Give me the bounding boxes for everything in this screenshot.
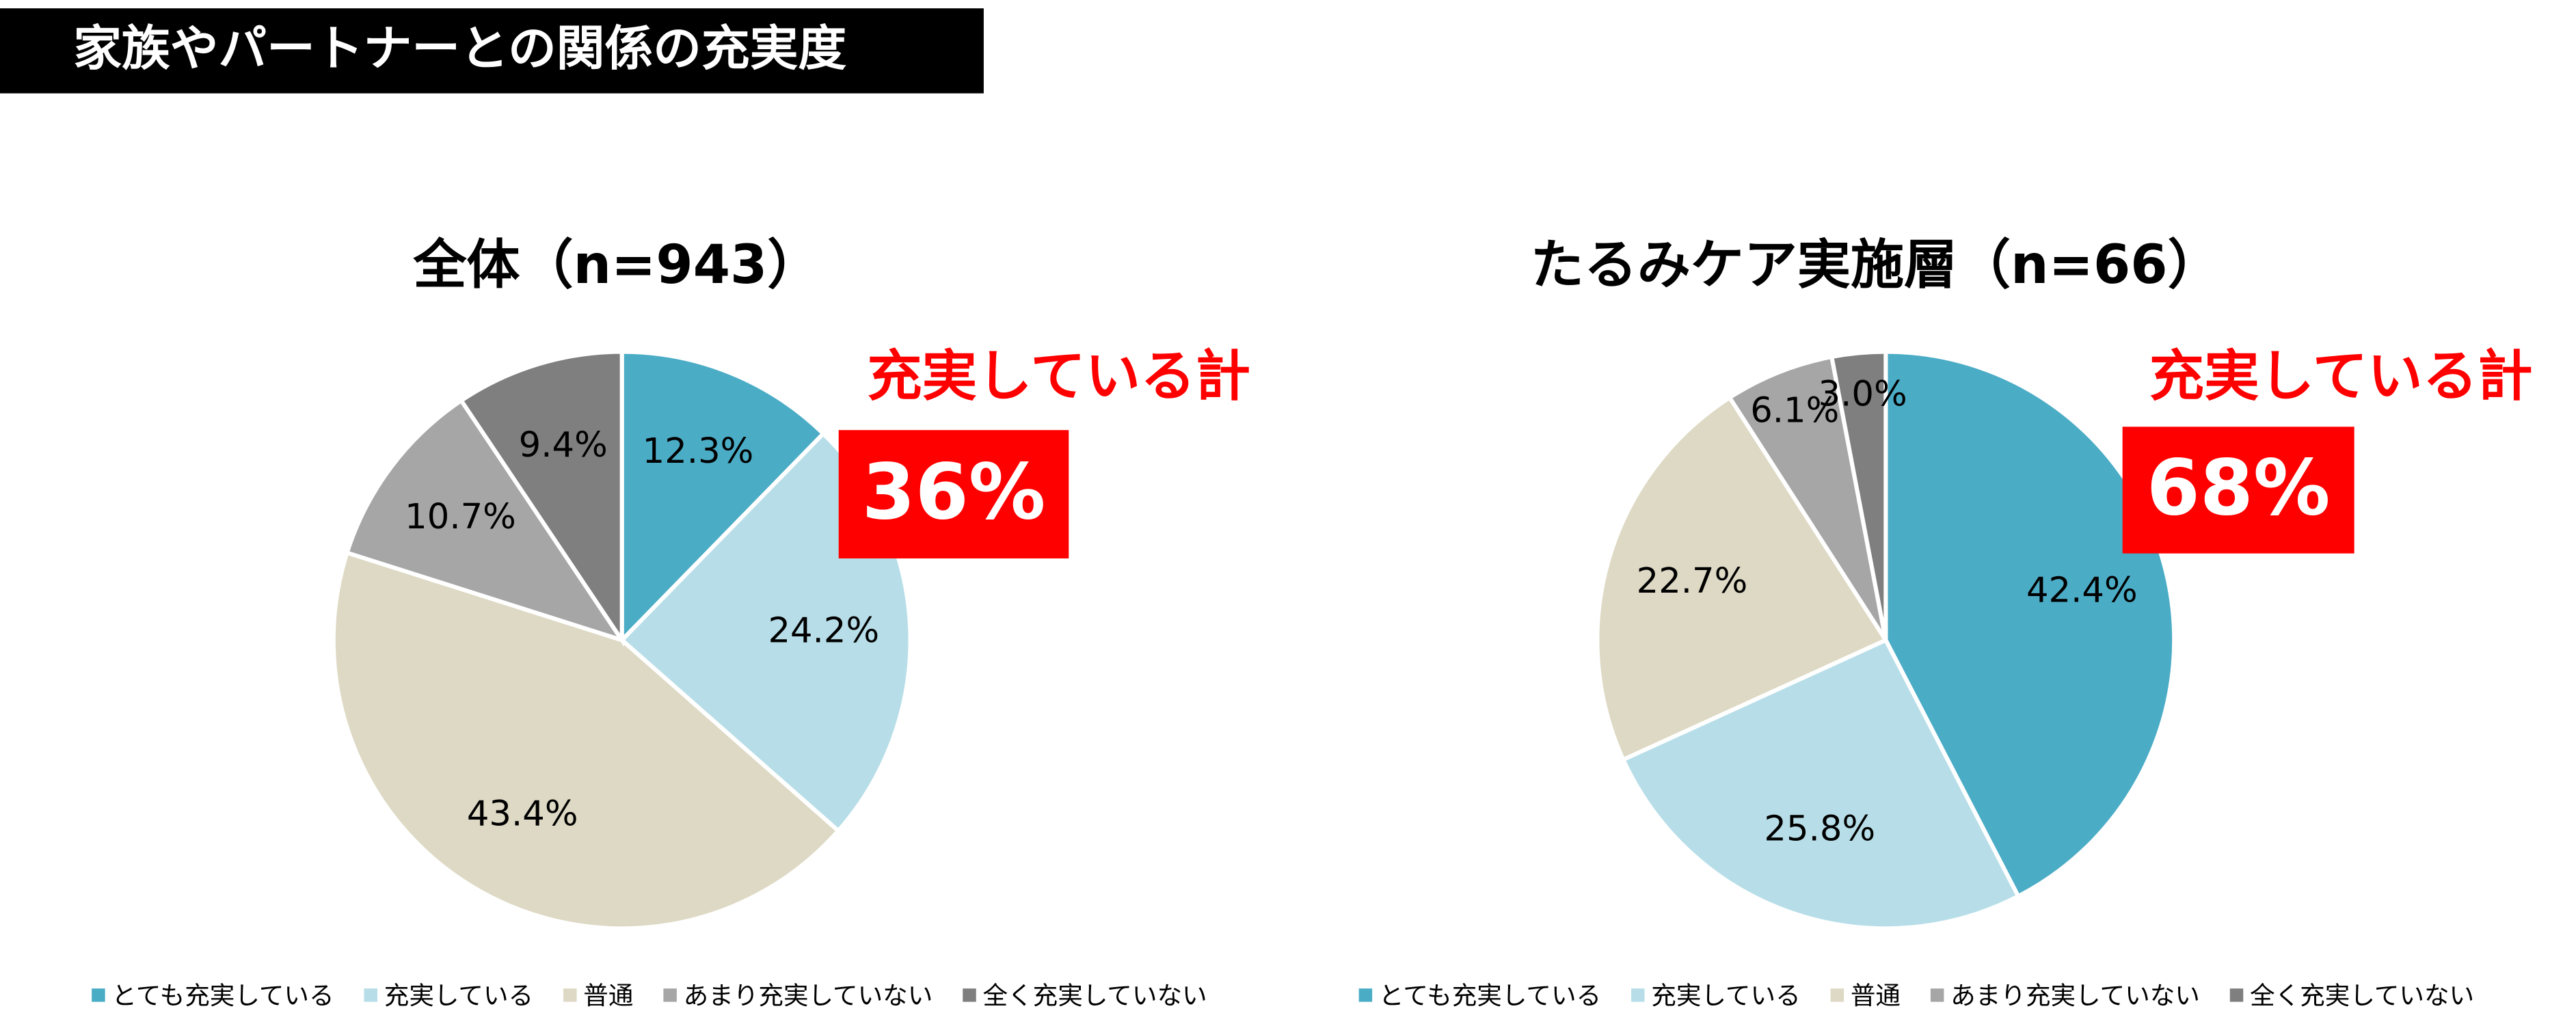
legend-marker xyxy=(92,988,105,1002)
annotation-box xyxy=(838,430,1069,558)
pie-slice xyxy=(1595,394,1889,763)
legend-label: 全く充実していない xyxy=(2250,981,2474,1010)
annotation-value: 36% xyxy=(862,448,1046,537)
legend-label: とても充実している xyxy=(1379,981,1601,1010)
legend-marker xyxy=(2229,988,2244,1002)
legend-label: 普通 xyxy=(1851,981,1901,1010)
pie-slice xyxy=(619,349,827,645)
annotation-value: 68% xyxy=(2147,444,2331,533)
chart-title: 全体（n=943） xyxy=(412,234,820,296)
legend-label: 充実している xyxy=(1651,981,1800,1010)
pie-slice xyxy=(1829,349,1888,641)
pie-slice xyxy=(1726,354,1888,642)
data-label: 43.4% xyxy=(467,793,578,834)
pie-slice xyxy=(1883,349,2177,900)
legend-marker xyxy=(563,988,577,1002)
legend-label: 普通 xyxy=(583,981,633,1010)
pie-slice xyxy=(344,397,628,644)
data-label: 10.7% xyxy=(405,496,516,537)
page-title: 家族やパートナーとの関係の充実度 xyxy=(73,20,846,77)
chart-title: たるみケア実施層（n=66） xyxy=(1531,234,2221,296)
legend-marker xyxy=(364,988,378,1002)
title-bar xyxy=(0,8,984,94)
legend-marker xyxy=(663,988,677,1002)
legend-marker xyxy=(1631,988,1645,1002)
data-label: 9.4% xyxy=(519,424,608,465)
annotation: 充実している計 xyxy=(867,344,1250,408)
data-label: 22.7% xyxy=(1637,561,1748,602)
data-label: 24.2% xyxy=(768,610,879,651)
annotation: 充実している計 xyxy=(2149,344,2533,408)
data-label: 25.8% xyxy=(1764,809,1875,850)
data-label: 3.0% xyxy=(1819,373,1907,414)
legend-marker xyxy=(1830,988,1844,1002)
data-label: 42.4% xyxy=(2026,570,2138,611)
legend-label: 全く充実していない xyxy=(983,981,1207,1010)
pie-slice xyxy=(458,349,624,647)
legend-marker xyxy=(1358,988,1373,1002)
annotation-box xyxy=(2122,427,2354,554)
legend-label: 充実している xyxy=(384,981,533,1010)
pie-slice xyxy=(331,550,842,931)
legend-label: あまり充実していない xyxy=(684,981,933,1010)
legend-marker xyxy=(963,988,976,1002)
legend-label: あまり充実していない xyxy=(1950,981,2200,1010)
legend-label: とても充実している xyxy=(111,981,334,1010)
legend-marker xyxy=(1930,988,1944,1002)
data-label: 12.3% xyxy=(643,431,754,472)
data-label: 6.1% xyxy=(1750,390,1839,431)
pie-slice xyxy=(1620,637,2022,931)
